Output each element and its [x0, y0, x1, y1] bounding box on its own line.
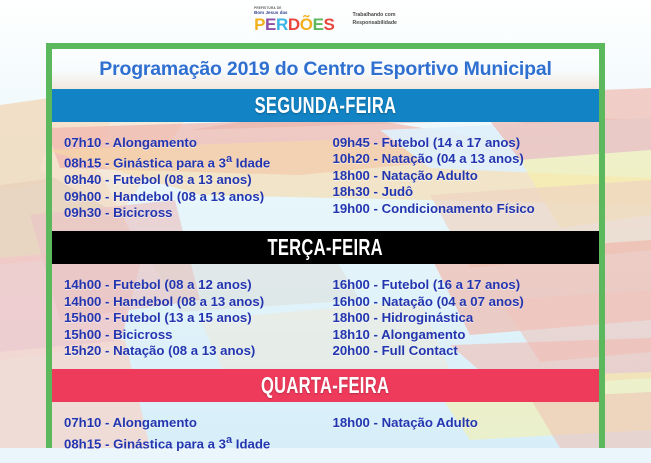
schedule-entry: 18h30 - Judô	[332, 184, 414, 200]
day-schedule-1: 07h10 - Alongamento 08h15 - Ginástica par…	[52, 122, 599, 231]
logo-prefix-text: PREFEITURA DE	[254, 5, 282, 10]
schedule-entry: 18h00 - Natação Adulto	[332, 415, 478, 431]
schedule-entry: 18h00 - Natação Adulto	[332, 167, 478, 183]
day-header-2: TERÇA-FEIRA	[52, 231, 599, 265]
schedule-column-left: 07h10 - Alongamento 08h15 - Ginástica par…	[52, 415, 326, 452]
day-schedule-3: 07h10 - Alongamento 08h15 - Ginástica par…	[52, 402, 599, 462]
schedule-entry: 09h30 - Bicicross	[64, 205, 173, 221]
schedule-entry: 07h10 - Alongamento	[64, 135, 197, 150]
day-header-1: SEGUNDA-FEIRA	[52, 89, 599, 122]
logo-letter-0: P	[254, 15, 266, 35]
poster-title-band: Programação 2019 do Centro Esportivo Mun…	[52, 49, 599, 89]
schedule-entry: 20h00 - Full Contact	[332, 343, 458, 359]
schedule-entry: 08h15 - Ginástica para a 3a Idade	[64, 433, 271, 452]
logo-letter-5: E	[312, 15, 324, 35]
schedule-poster: Programação 2019 do Centro Esportivo Mun…	[46, 43, 605, 451]
schedule-entry: 18h00 - Hidroginástica	[332, 310, 474, 326]
schedule-column-right: 16h00 - Futebol (16 a 17 anos) 16h00 - Na…	[326, 277, 600, 359]
city-logo: PREFEITURA DE Bom Jesus das PERDÕES	[254, 5, 335, 35]
day-schedule-2: 14h00 - Futebol (08 a 12 anos) 14h00 - Ha…	[52, 264, 599, 369]
schedule-column-left: 14h00 - Futebol (08 a 12 anos) 14h00 - Ha…	[52, 277, 326, 359]
logo-letter-6: S	[323, 15, 335, 35]
tagline: Trabalhando com Responsabilidade	[353, 12, 397, 27]
schedule-entry: 15h00 - Futebol (13 a 15 anos)	[64, 310, 252, 326]
schedule-entry: 10h20 - Natação (04 a 13 anos)	[332, 151, 524, 167]
schedule-entry: 14h00 - Futebol (08 a 12 anos)	[64, 277, 252, 293]
logo-letter-3: D	[287, 15, 300, 35]
header-logo-bar: PREFEITURA DE Bom Jesus das PERDÕES Trab…	[0, 0, 651, 40]
schedule-entry: 08h15 - Ginástica para a 3a Idade	[64, 153, 271, 171]
logo-wordmark: PERDÕES	[254, 15, 335, 35]
logo-letter-2: R	[275, 15, 288, 35]
schedule-column-left: 07h10 - Alongamento 08h15 - Ginástica par…	[52, 135, 326, 221]
schedule-column-right: 09h45 - Futebol (14 a 17 anos) 10h20 - Na…	[326, 135, 600, 221]
days-container: SEGUNDA-FEIRA 07h10 - Alongamento 08h15 - …	[52, 89, 599, 463]
logo-letter-4: Õ	[299, 15, 313, 35]
schedule-entry: 14h00 - Handebol (08 a 13 anos)	[64, 293, 265, 309]
schedule-entry: 08h40 - Futebol (08 a 13 anos)	[64, 172, 252, 188]
schedule-entry: 07h10 - Alongamento	[64, 415, 197, 431]
tagline-line-2: Responsabilidade	[352, 20, 397, 26]
schedule-column-right: 18h00 - Natação Adulto	[326, 415, 600, 452]
schedule-entry	[333, 432, 600, 448]
schedule-entry: 19h00 - Condicionamento Físico	[332, 200, 535, 216]
schedule-entry: 15h20 - Natação (08 a 13 anos)	[64, 343, 256, 359]
day-header-label: QUARTA-FEIRA	[261, 372, 390, 399]
logo-letter-1: E	[265, 15, 276, 35]
logo-subtitle-text: Bom Jesus das	[254, 9, 288, 15]
schedule-entry: 09h45 - Futebol (14 a 17 anos)	[332, 135, 521, 150]
day-header-3: QUARTA-FEIRA	[52, 369, 599, 403]
page-title: Programação 2019 do Centro Esportivo Mun…	[99, 57, 552, 80]
schedule-entry: 16h00 - Futebol (16 a 17 anos)	[332, 277, 521, 293]
day-header-label: TERÇA-FEIRA	[267, 234, 384, 261]
schedule-entry: 15h00 - Bicicross	[64, 326, 173, 342]
schedule-entry: 18h10 - Alongamento	[332, 326, 466, 342]
schedule-entry: 09h00 - Handebol (08 a 13 anos)	[64, 188, 265, 204]
tagline-line-1: Trabalhando com	[352, 12, 396, 19]
day-header-label: SEGUNDA-FEIRA	[254, 92, 397, 118]
schedule-entry: 16h00 - Natação (04 a 07 anos)	[332, 293, 524, 309]
